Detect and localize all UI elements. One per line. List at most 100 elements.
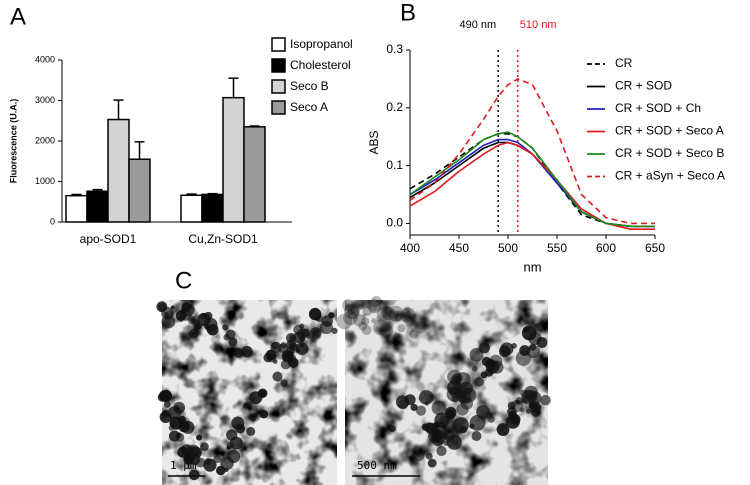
x-tick-label: apo-SOD1 <box>80 232 137 246</box>
aggregate <box>474 376 484 387</box>
aggregate <box>362 313 367 318</box>
aggregate <box>424 401 429 406</box>
aggregate <box>456 403 469 416</box>
aggregate <box>241 345 253 358</box>
x-tick-label: Cu,Zn-SOD1 <box>188 232 258 246</box>
aggregate <box>168 425 175 431</box>
y-tick-label: 4000 <box>35 54 55 64</box>
aggregate <box>170 305 175 310</box>
legend-label: Isopropanol <box>290 37 353 51</box>
aggregate <box>360 302 366 308</box>
aggregate <box>472 365 478 372</box>
aggregate <box>393 312 398 318</box>
aggregate <box>361 317 370 326</box>
aggregate <box>205 325 211 330</box>
aggregate <box>409 329 419 339</box>
aggregate <box>425 452 433 460</box>
y-tick-label: 0.1 <box>386 158 403 172</box>
aggregate <box>432 433 443 443</box>
aggregate <box>400 307 416 324</box>
x-tick-label: 450 <box>449 241 469 255</box>
aggregate <box>418 390 434 405</box>
y-tick-label: 0.2 <box>386 100 403 114</box>
aggregate <box>376 306 393 322</box>
aggregate <box>179 308 192 321</box>
aggregate <box>445 409 456 420</box>
aggregate <box>370 296 382 307</box>
aggregate <box>489 354 503 369</box>
aggregate <box>196 434 203 441</box>
aggregate <box>361 325 372 335</box>
x-tick-label: 550 <box>547 241 567 255</box>
aggregate <box>321 315 333 327</box>
aggregate <box>342 299 355 312</box>
bar <box>180 194 203 223</box>
aggregate <box>231 416 245 430</box>
aggregate <box>351 302 359 309</box>
aggregate <box>259 409 269 419</box>
aggregate <box>521 396 529 404</box>
micrograph-texture <box>345 300 548 485</box>
aggregate <box>280 379 288 387</box>
aggregate <box>249 413 257 422</box>
aggregate <box>272 371 283 382</box>
aggregate <box>515 350 532 366</box>
legend-swatch <box>271 100 286 115</box>
aggregate <box>309 327 322 339</box>
y-tick-label: 0.0 <box>386 216 403 230</box>
y-tick-label: 2000 <box>35 135 55 145</box>
aggregate <box>469 347 484 362</box>
aggregate <box>286 339 297 350</box>
aggregate <box>469 423 475 429</box>
aggregate <box>246 426 256 436</box>
aggregate <box>226 429 238 441</box>
aggregate <box>461 387 477 403</box>
x-tick-label: 400 <box>400 241 420 255</box>
aggregate <box>336 313 353 330</box>
legend-label: Seco A <box>290 100 328 114</box>
annotation: 510 nm <box>520 19 557 31</box>
aggregate <box>388 425 396 433</box>
aggregate <box>367 299 382 314</box>
aggregate <box>188 328 199 339</box>
y-axis-label: ABS <box>367 130 381 154</box>
legend-label: CR <box>615 56 633 70</box>
aggregate <box>257 389 266 398</box>
legend-label: CR + SOD + Seco B <box>615 146 724 160</box>
aggregate <box>343 310 358 326</box>
aggregate <box>270 341 282 354</box>
aggregate <box>188 469 200 481</box>
aggregate <box>433 428 439 433</box>
aggregate <box>496 423 510 436</box>
x-tick-label: 650 <box>645 241 665 255</box>
aggregate <box>203 458 217 472</box>
x-tick-label: 600 <box>596 241 616 255</box>
aggregate <box>163 311 169 317</box>
aggregate <box>367 299 372 305</box>
aggregate <box>350 306 361 316</box>
bar <box>86 190 109 223</box>
aggregate <box>529 343 537 351</box>
aggregate <box>213 455 222 464</box>
aggregate <box>500 342 514 356</box>
aggregate <box>286 352 293 359</box>
line-series <box>409 131 655 228</box>
scale-label: 500 nm <box>357 459 397 472</box>
aggregate <box>444 431 456 442</box>
legend-swatch <box>271 79 286 94</box>
aggregate <box>200 442 209 451</box>
aggregate <box>509 413 521 425</box>
aggregate <box>188 453 201 466</box>
legend-label: CR + SOD <box>615 79 672 93</box>
aggregate <box>455 372 471 388</box>
aggregate <box>385 325 391 332</box>
bar <box>65 194 88 223</box>
y-axis-label: Fluorescence (U.A.) <box>8 99 18 184</box>
aggregate <box>163 400 171 408</box>
line-series <box>409 78 655 225</box>
aggregate <box>168 430 181 442</box>
aggregate <box>410 327 416 333</box>
aggregate <box>414 320 428 334</box>
